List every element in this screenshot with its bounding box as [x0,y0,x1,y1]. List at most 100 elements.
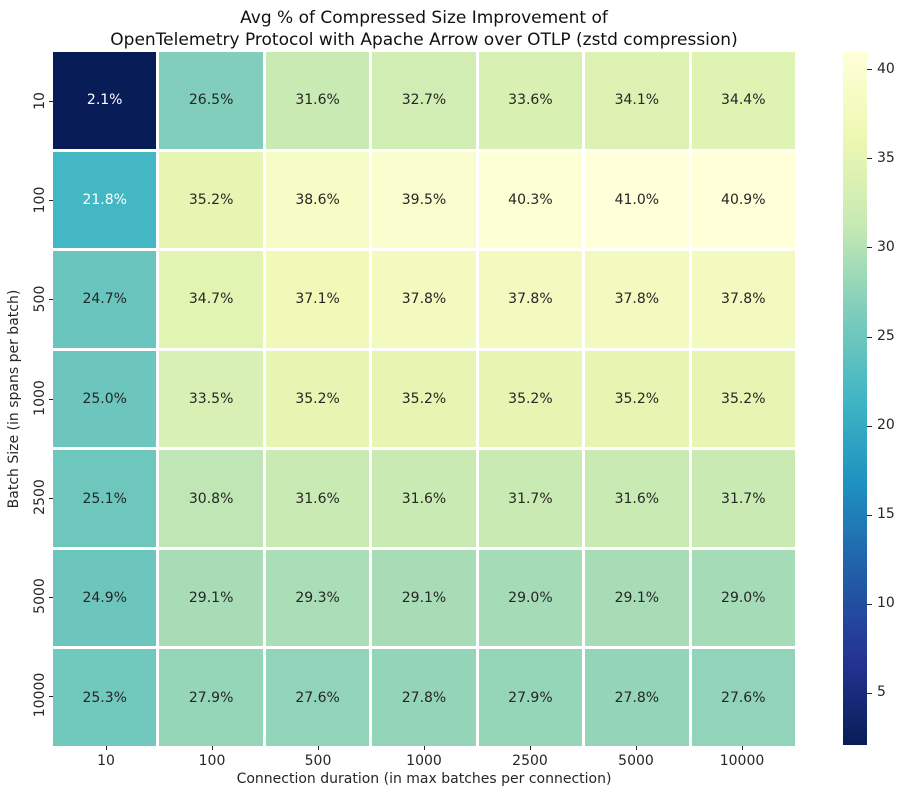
colorbar-tick-label: 30 [877,238,895,255]
heatmap-cell-value: 34.7% [188,291,234,308]
heatmap-cell-value: 32.7% [401,92,447,109]
heatmap-cell: 2.1% [53,52,157,149]
heatmap-cell-value: 27.8% [401,689,447,706]
heatmap-cell: 29.0% [478,549,583,647]
x-tick-label: 5000 [618,753,654,769]
colorbar-tick-mark [867,425,872,427]
y-tick-mark [49,695,53,697]
heatmap-cell-value: 37.1% [295,291,340,308]
y-tick-label: 5000 [32,578,48,615]
heatmap-cell: 35.2% [372,350,476,448]
colorbar-tick-mark [867,69,872,71]
chart-title: Avg % of Compressed Size Improvement of … [53,7,795,51]
heatmap-cell: 32.7% [372,52,476,149]
heatmap-cell-value: 25.1% [82,490,127,507]
y-axis-label: Batch Size (in spans per batch) [6,289,22,509]
heatmap-cell: 34.4% [691,52,795,149]
y-tick-label: 10000 [32,673,48,718]
heatmap-cell-value: 27.9% [188,689,234,706]
heatmap-cell: 24.7% [53,251,157,348]
y-tick-label: 500 [32,285,48,313]
heatmap-cell: 30.8% [159,450,263,547]
heatmap-cell-value: 2.1% [86,92,123,109]
heatmap-cell-value: 31.6% [614,490,660,507]
colorbar-tick-mark [867,603,872,605]
y-tick-mark [49,299,53,301]
heatmap-cell: 27.8% [585,649,689,746]
heatmap-cell-value: 25.0% [82,390,127,407]
heatmap-cell: 31.7% [691,450,795,547]
x-tick-mark [741,746,743,750]
colorbar-tick-label: 20 [877,417,895,434]
heatmap-cell: 35.2% [585,350,689,448]
colorbar-tick-label: 5 [877,684,886,701]
heatmap-cell-value: 35.2% [401,390,447,407]
heatmap-cell-value: 21.8% [82,191,127,208]
x-tick-label: 2500 [512,753,548,769]
heatmap-cell: 29.1% [585,549,689,647]
heatmap-cell-value: 24.9% [82,590,127,607]
heatmap-cell: 34.7% [159,251,263,348]
heatmap-cell-value: 35.2% [614,390,660,407]
heatmap-cell: 29.1% [372,549,476,647]
heatmap-cell-value: 31.7% [721,490,766,507]
heatmap-cell-value: 27.9% [508,689,553,706]
heatmap-cell-value: 29.0% [508,590,553,607]
heatmap-cell: 31.6% [372,450,476,547]
colorbar-tick-label: 15 [877,506,895,523]
x-tick-mark [635,746,637,750]
heatmap-cell: 39.5% [372,151,476,249]
heatmap-cell: 25.0% [53,350,157,448]
colorbar-tick-label: 10 [877,595,895,612]
heatmap-cell: 35.2% [265,350,370,448]
x-tick-label: 10000 [719,753,765,769]
heatmap-cell-value: 26.5% [188,92,234,109]
heatmap-cell-value: 30.8% [188,490,234,507]
heatmap-cell: 34.1% [585,52,689,149]
heatmap-cell: 37.8% [691,251,795,348]
heatmap-cell-value: 35.2% [508,390,553,407]
heatmap-cell-value: 25.3% [82,689,127,706]
x-tick-label: 1000 [406,753,442,769]
heatmap-cell: 35.2% [691,350,795,448]
chart-title-line-2: OpenTelemetry Protocol with Apache Arrow… [110,30,738,50]
heatmap-cell: 31.6% [265,450,370,547]
colorbar-tick-label: 35 [877,149,895,166]
heatmap-cell-value: 33.6% [508,92,553,109]
heatmap-cell: 40.9% [691,151,795,249]
heatmap-cell-value: 40.3% [508,191,553,208]
heatmap-cell-value: 27.8% [614,689,660,706]
colorbar-tick-label: 25 [877,328,895,345]
heatmap-cell: 27.9% [159,649,263,746]
heatmap-cell: 33.5% [159,350,263,448]
colorbar-tick-label: 40 [877,60,895,77]
colorbar-tick-mark [867,247,872,249]
heatmap-cell-value: 34.1% [614,92,660,109]
x-tick-mark [211,746,213,750]
x-tick-label: 10 [97,753,115,769]
heatmap-cell: 33.6% [478,52,583,149]
heatmap-cell: 27.6% [265,649,370,746]
heatmap-cell-value: 31.7% [508,490,553,507]
heatmap-cell: 29.0% [691,549,795,647]
heatmap-cell-value: 37.8% [401,291,447,308]
x-tick-mark [423,746,425,750]
heatmap-cell: 21.8% [53,151,157,249]
heatmap-cell: 27.8% [372,649,476,746]
heatmap-cell: 41.0% [585,151,689,249]
chart-title-line-1: Avg % of Compressed Size Improvement of [240,8,608,28]
heatmap-cell-value: 27.6% [295,689,340,706]
heatmap-cell: 25.1% [53,450,157,547]
heatmap-cell: 26.5% [159,52,263,149]
x-tick-mark [105,746,107,750]
heatmap-cell-value: 34.4% [721,92,766,109]
heatmap-cell-value: 29.1% [401,590,447,607]
heatmap-cell: 25.3% [53,649,157,746]
y-tick-label: 100 [32,186,48,214]
heatmap-cell: 31.7% [478,450,583,547]
y-tick-mark [49,497,53,499]
x-tick-label: 100 [198,753,226,769]
heatmap-cell: 27.9% [478,649,583,746]
heatmap-cell-value: 29.1% [188,590,234,607]
heatmap-cell-value: 31.6% [401,490,447,507]
